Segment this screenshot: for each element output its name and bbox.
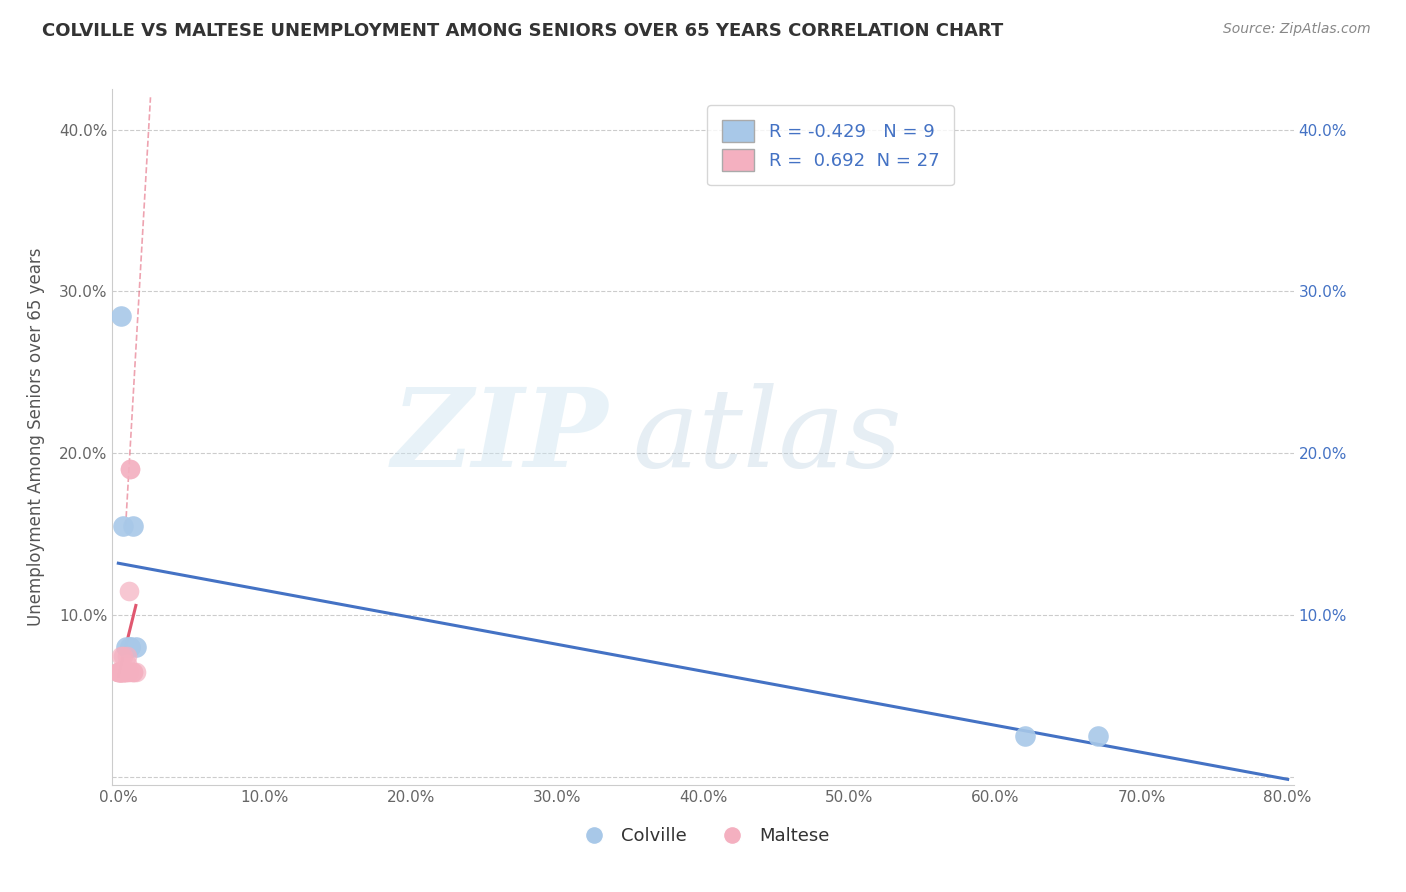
Text: COLVILLE VS MALTESE UNEMPLOYMENT AMONG SENIORS OVER 65 YEARS CORRELATION CHART: COLVILLE VS MALTESE UNEMPLOYMENT AMONG S… (42, 22, 1004, 40)
Point (111, 665, 134, 679)
Point (108, 665, 131, 679)
Point (110, 665, 132, 679)
Point (111, 665, 134, 679)
Point (112, 665, 135, 679)
Point (111, 519, 134, 533)
Point (107, 665, 129, 679)
Point (114, 665, 136, 679)
Point (118, 640, 141, 655)
Point (110, 665, 132, 679)
Point (118, 462, 141, 476)
Point (108, 665, 131, 679)
Point (118, 640, 141, 655)
Point (114, 640, 136, 655)
Point (110, 648, 132, 663)
Point (122, 665, 145, 679)
Point (118, 462, 141, 476)
Point (125, 640, 148, 655)
Point (115, 657, 138, 671)
Point (108, 665, 131, 679)
Text: Source: ZipAtlas.com: Source: ZipAtlas.com (1223, 22, 1371, 37)
Point (110, 665, 132, 679)
Point (112, 665, 135, 679)
Point (117, 665, 139, 679)
Point (107, 665, 129, 679)
Point (114, 665, 136, 679)
Point (115, 648, 138, 663)
Point (1087, 730, 1109, 744)
Point (1014, 730, 1036, 744)
Text: atlas: atlas (633, 384, 901, 491)
Point (110, 309, 132, 323)
Point (108, 665, 131, 679)
Y-axis label: Unemployment Among Seniors over 65 years: Unemployment Among Seniors over 65 years (27, 248, 45, 626)
Point (111, 648, 134, 663)
Legend: Colville, Maltese: Colville, Maltese (569, 820, 837, 853)
Point (117, 583, 139, 598)
Point (107, 665, 129, 679)
Text: ZIP: ZIP (392, 384, 609, 491)
Point (122, 665, 145, 679)
Point (122, 519, 145, 533)
Point (125, 665, 148, 679)
